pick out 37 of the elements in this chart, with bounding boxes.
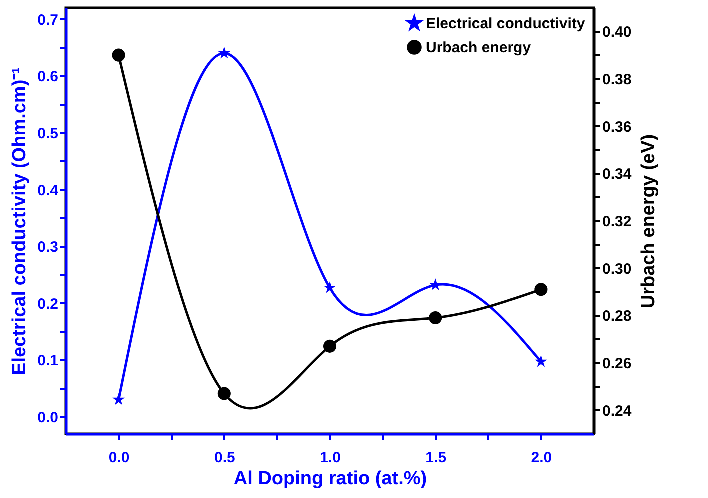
y2-tick-label: 0.28 <box>602 308 632 326</box>
x-tick-label: 2.0 <box>531 450 552 466</box>
y2-tick-label: 0.40 <box>602 24 632 42</box>
point <box>429 312 442 325</box>
y-tick-label: 0.0 <box>38 409 58 426</box>
point <box>324 282 336 294</box>
point <box>218 387 231 400</box>
y-tick-label: 0.7 <box>38 12 58 29</box>
legend-label: Urbach energy <box>426 40 532 56</box>
x-tick-label: 0.5 <box>214 450 236 466</box>
x-tick-label: 1.5 <box>426 450 447 466</box>
y2-tick-label: 0.26 <box>602 356 632 372</box>
y2-tick-label: 0.36 <box>602 118 632 136</box>
legend-label: Electrical conductivity <box>426 16 586 32</box>
x-axis-title: Al Doping ratio (at.%) <box>234 468 428 490</box>
y2-axis-title: Urbach energy (eV) <box>638 134 660 309</box>
y-tick-label: 0.4 <box>38 182 60 200</box>
y2-tick-label: 0.24 <box>602 402 632 420</box>
y-tick-label: 0.5 <box>38 125 58 142</box>
y-tick-label: 0.6 <box>38 68 58 86</box>
point <box>535 355 548 368</box>
point <box>429 278 442 290</box>
point <box>112 48 126 62</box>
point <box>112 393 125 406</box>
y2-tick-label: 0.32 <box>602 214 632 230</box>
y-tick-label: 0.2 <box>38 296 58 313</box>
x-tick-label: 0.0 <box>108 450 130 466</box>
y-tick-label: 0.1 <box>38 352 58 370</box>
y2-tick-label: 0.38 <box>602 72 632 88</box>
point <box>534 283 548 296</box>
x-tick-label: 1.0 <box>320 450 341 466</box>
point <box>218 46 231 59</box>
y-axis-title: Electrical conductivity (Ohm.cm)⁻¹ <box>10 68 31 376</box>
y-tick-label: 0.3 <box>38 239 58 256</box>
y2-tick-label: 0.34 <box>602 166 632 184</box>
y2-tick-label: 0.30 <box>602 260 632 278</box>
point <box>323 340 337 353</box>
